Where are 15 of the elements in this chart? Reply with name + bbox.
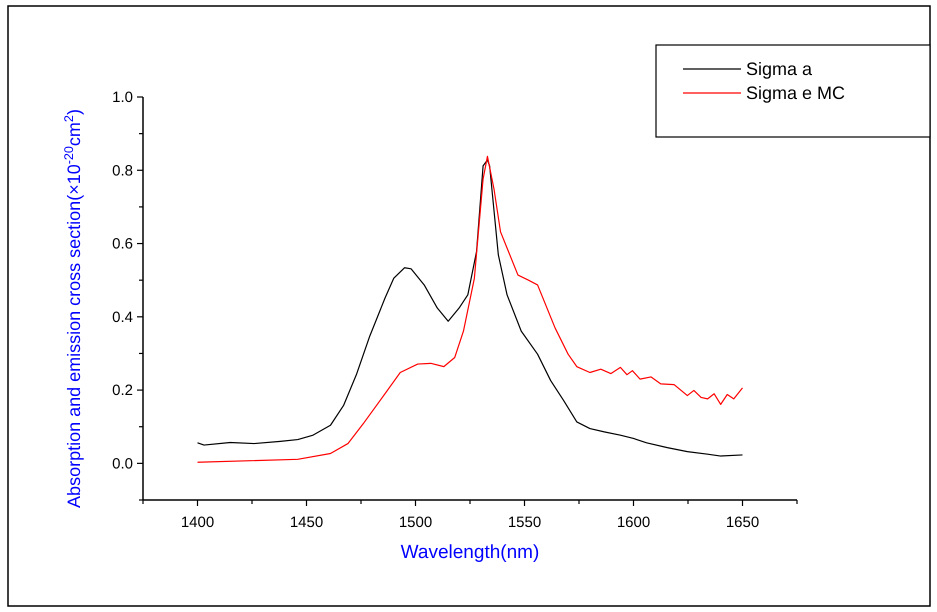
x-tick-label: 1400: [180, 514, 214, 531]
x-tick-label: 1600: [616, 514, 650, 531]
x-axis-title: Wavelength(nm): [400, 542, 540, 563]
x-tick-label: 1500: [398, 514, 432, 531]
legend-label: Sigma a: [746, 59, 814, 79]
y-tick-label: 0.8: [112, 162, 133, 180]
y-tick-label: 1.0: [112, 89, 133, 106]
y-tick-label: 0.0: [112, 455, 133, 472]
x-tick-label: 1550: [508, 514, 542, 531]
y-tick-label: 0.6: [112, 236, 133, 253]
legend-label: Sigma e MC: [746, 83, 846, 103]
x-tick-label: 1650: [726, 514, 760, 531]
y-tick-label: 0.2: [112, 382, 133, 400]
x-tick-label: 1450: [290, 514, 324, 531]
y-tick-label: 0.4: [112, 308, 133, 326]
